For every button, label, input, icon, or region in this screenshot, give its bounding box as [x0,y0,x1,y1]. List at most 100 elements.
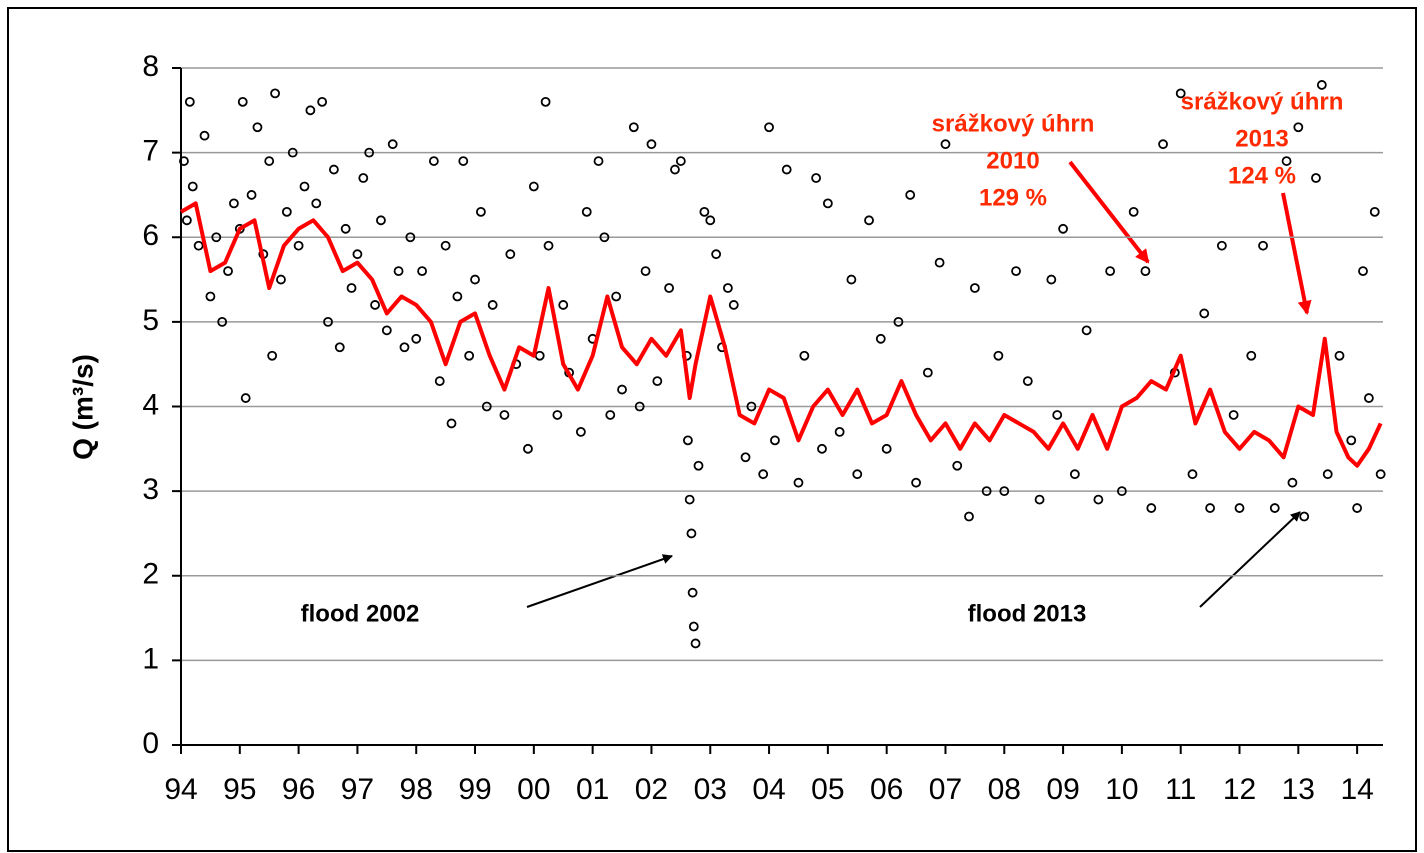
point [328,164,339,175]
point [799,350,810,361]
point [911,477,921,488]
point [1140,266,1151,277]
x-tick-label: 95 [223,773,256,806]
point [864,215,874,226]
point [543,240,554,251]
point [1375,469,1386,480]
point [1269,503,1280,513]
point [599,232,610,243]
point [1199,308,1210,319]
point [305,105,316,116]
point [684,494,695,505]
y-tick-label: 6 [142,219,159,252]
point [352,249,363,260]
point [205,291,216,302]
point [376,215,386,226]
y-tick-label: 4 [142,388,159,421]
point [822,198,833,209]
point [940,139,951,150]
point [1234,503,1245,513]
y-axis-label: Q (m³/s) [67,354,98,460]
point [405,232,416,243]
point [664,283,674,293]
point [1316,80,1327,90]
point [746,401,757,412]
point [686,528,697,539]
x-tick-label: 03 [694,773,727,806]
point [652,376,663,387]
point [440,240,451,251]
point [1293,122,1304,133]
point [346,283,357,293]
point [934,257,945,268]
point [793,477,804,488]
annotation: flood 2002 [301,600,420,627]
point [846,274,857,285]
point [1346,435,1357,446]
point [969,283,980,293]
frame [7,7,1417,852]
point [223,266,233,277]
point [905,190,916,200]
point [1058,223,1068,234]
point [1281,156,1292,166]
annotation: 124 % [1228,162,1296,189]
point [1363,393,1374,403]
point [1187,469,1198,480]
point [581,206,592,217]
point [387,139,398,150]
y-tick-label: 3 [142,473,159,506]
point [434,376,445,387]
point [1081,325,1092,336]
point [411,333,422,344]
point [1093,494,1104,505]
point [1287,477,1298,488]
point [364,147,375,158]
point [393,266,404,277]
point [993,350,1004,361]
point [1175,88,1186,99]
point [181,215,192,226]
point [446,418,457,429]
point [699,206,710,217]
y-tick-label: 0 [142,727,159,760]
point [605,410,616,420]
point [575,426,586,437]
point [229,198,239,209]
arrow [526,554,673,608]
x-tick-label: 96 [282,773,315,806]
point [452,291,463,302]
point [688,621,699,632]
y-tick-label: 5 [142,304,159,337]
point [199,130,210,141]
point [340,223,351,234]
point [276,274,286,285]
point [981,486,992,497]
point [922,367,933,378]
arrow [1199,511,1301,608]
point [705,215,716,226]
annotation: srážkový úhrn [1181,88,1344,115]
point [1369,206,1380,217]
point [311,198,322,209]
x-tick-label: 14 [1340,773,1373,806]
point [428,156,439,166]
point [640,266,651,277]
x-tick-label: 04 [752,773,785,806]
arrow [1281,192,1312,315]
annotation: flood 2013 [968,600,1087,627]
point [1117,486,1127,497]
x-tick-label: 10 [1105,773,1138,806]
point [1011,266,1021,277]
point [711,249,722,260]
y-tick-label: 7 [142,135,159,168]
point [1146,503,1157,513]
point [370,300,380,310]
point [690,638,701,649]
point [781,164,792,175]
point [187,181,198,192]
point [381,325,392,336]
y-tick-label: 2 [142,558,159,591]
point [1352,503,1363,513]
annotation: srážkový úhrn [932,110,1095,137]
